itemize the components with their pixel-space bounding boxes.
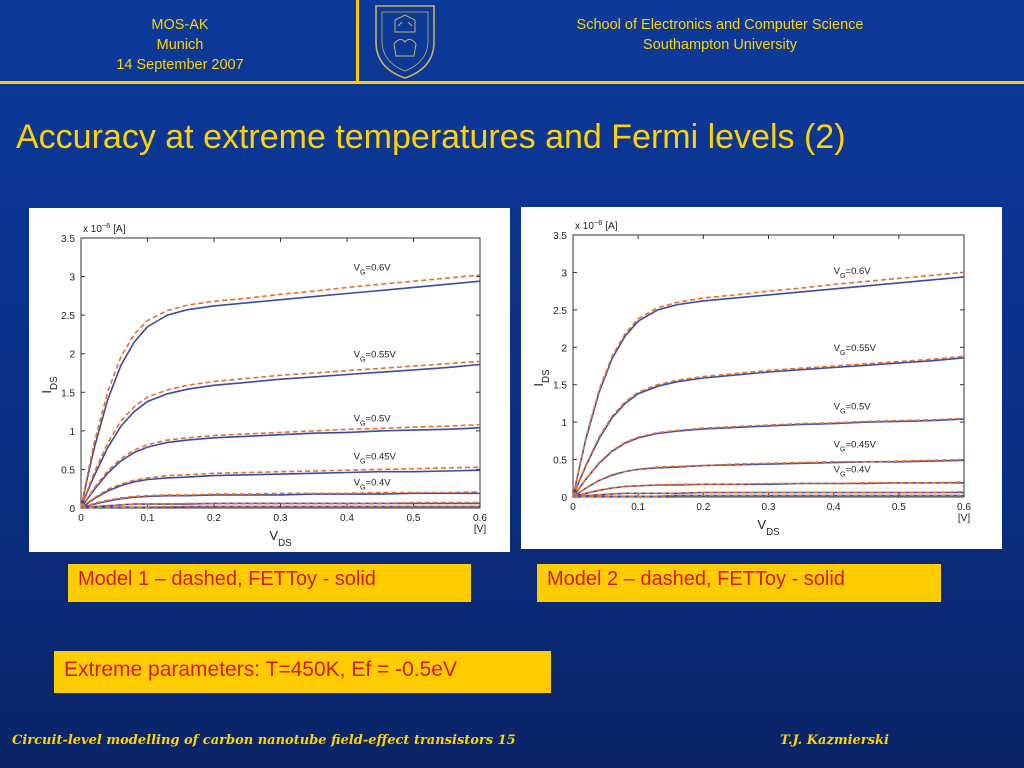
fettoy-solid-curve	[80, 469, 481, 509]
curve-label-vg: VG=0.45V	[354, 451, 397, 465]
fettoy-solid-curve	[80, 280, 481, 509]
conference-city: Munich	[156, 37, 204, 53]
chart-panel-model-2: 0 0.1 0.2 0.3 0.4 0.5 0.6 0 0.5 1 1.5 2 2.5 3 3.5 x 10−…	[521, 207, 1002, 549]
x-tick-label: 0.2	[207, 513, 221, 524]
y-tick-label: 3	[69, 273, 75, 284]
y-tick-label: 2	[561, 343, 567, 354]
x-tick-label: 0.1	[631, 502, 645, 513]
header-divider	[356, 0, 359, 84]
footer-talk-title: Circuit-level modelling of carbon nanotu…	[12, 733, 516, 748]
x-tick-label: 0	[78, 513, 84, 524]
footer-author: T.J. Kazmierski	[780, 733, 889, 748]
chart-model-1: 0 0.1 0.2 0.3 0.4 0.5 0.6 0 0.5 1 1.5 2 2.5 3 3.5 x 10−…	[39, 221, 487, 549]
curve-label-vg: VG=0.6V	[354, 262, 392, 276]
fettoy-solid-curve	[572, 357, 965, 498]
y-multiplier-label: x 10−6 [A]	[575, 218, 618, 233]
y-tick-label: 3.5	[553, 231, 567, 242]
curve-label-vg: VG=0.4V	[834, 464, 872, 478]
model-dashed-curve	[572, 417, 965, 498]
x-tick-label: 0.3	[762, 502, 776, 513]
y-tick-label: 1.5	[61, 388, 75, 399]
conference-date: 14 September 2007	[116, 57, 244, 73]
caption-extreme-parameters: Extreme parameters: T=450K, Ef = -0.5eV	[54, 651, 551, 693]
plot-frame	[80, 237, 481, 509]
conference-info: MOS-AK Munich 14 September 2007	[100, 15, 260, 75]
curve-label-vg: VG=0.5V	[354, 414, 392, 428]
x-tick-label: 0.6	[957, 502, 971, 513]
y-tick-label: 2.5	[61, 311, 75, 322]
x-tick-label: 0.6	[473, 513, 487, 524]
x-unit-label: [V]	[958, 513, 970, 524]
x-tick-label: 0	[570, 502, 576, 513]
curve-label-vg: VG=0.45V	[834, 440, 877, 454]
y-tick-label: 1	[69, 427, 75, 438]
university-crest-logo	[375, 5, 435, 79]
model-dashed-curve	[572, 458, 965, 498]
curve-label-vg: VG=0.4V	[354, 478, 392, 492]
y-tick-label: 0.5	[553, 456, 567, 467]
university-name: Southampton University	[643, 37, 797, 53]
x-tick-label: 0.4	[340, 513, 354, 524]
conference-name: MOS-AK	[151, 17, 209, 33]
model-dashed-curve	[80, 360, 481, 509]
y-tick-label: 0	[561, 493, 567, 504]
x-tick-label: 0.3	[274, 513, 288, 524]
y-tick-label: 0	[69, 504, 75, 515]
curve-label-vg: VG=0.5V	[834, 401, 872, 415]
caption-model-2: Model 2 – dashed, FETToy - solid	[537, 564, 941, 602]
y-tick-label: 3	[561, 268, 567, 279]
y-multiplier-label: x 10−6 [A]	[83, 221, 126, 236]
x-unit-label: [V]	[474, 524, 486, 535]
y-tick-label: 2	[69, 350, 75, 361]
y-axis-label: IDS	[39, 376, 60, 394]
x-tick-label: 0.2	[696, 502, 710, 513]
caption-model-1: Model 1 – dashed, FETToy - solid	[68, 564, 471, 602]
model-dashed-curve	[80, 491, 481, 509]
fettoy-solid-curve	[80, 427, 481, 509]
y-axis-label: IDS	[531, 369, 552, 387]
fettoy-solid-curve	[572, 459, 965, 498]
slide-title: Accuracy at extreme temperatures and Fer…	[16, 118, 846, 156]
y-tick-label: 0.5	[61, 465, 75, 476]
y-tick-label: 1	[561, 418, 567, 429]
model-dashed-curve	[572, 481, 965, 498]
x-tick-label: 0.1	[141, 513, 155, 524]
y-tick-label: 1.5	[553, 381, 567, 392]
y-tick-label: 3.5	[61, 234, 75, 245]
curve-label-vg: VG=0.55V	[834, 343, 877, 357]
model-dashed-curve	[80, 466, 481, 509]
model-dashed-curve	[81, 505, 480, 509]
y-tick-label: 2.5	[553, 306, 567, 317]
chart-panel-model-1: 0 0.1 0.2 0.3 0.4 0.5 0.6 0 0.5 1 1.5 2 2.5 3 3.5 x 10−…	[29, 208, 510, 552]
curve-label-vg: VG=0.55V	[354, 350, 397, 364]
model-dashed-curve	[572, 271, 965, 498]
fettoy-solid-curve	[572, 418, 965, 498]
model-dashed-curve	[80, 274, 481, 509]
model-dashed-curve	[80, 423, 481, 509]
x-tick-label: 0.4	[827, 502, 841, 513]
slide-header: MOS-AK Munich 14 September 2007 School o…	[0, 0, 1024, 84]
x-axis-label: VDS	[269, 528, 292, 549]
model-dashed-curve	[572, 491, 965, 498]
fettoy-solid-curve	[80, 363, 481, 509]
chart-model-2: 0 0.1 0.2 0.3 0.4 0.5 0.6 0 0.5 1 1.5 2 2.5 3 3.5 x 10−…	[531, 218, 971, 538]
x-tick-label: 0.5	[892, 502, 906, 513]
model-dashed-curve	[80, 501, 480, 509]
x-axis-label: VDS	[757, 517, 780, 538]
x-tick-label: 0.5	[407, 513, 421, 524]
school-info: School of Electronics and Computer Scien…	[500, 15, 940, 55]
school-name: School of Electronics and Computer Scien…	[576, 17, 864, 33]
plot-frame	[572, 234, 965, 498]
curve-label-vg: VG=0.6V	[834, 266, 872, 280]
model-dashed-curve	[573, 494, 964, 498]
model-dashed-curve	[572, 355, 965, 498]
